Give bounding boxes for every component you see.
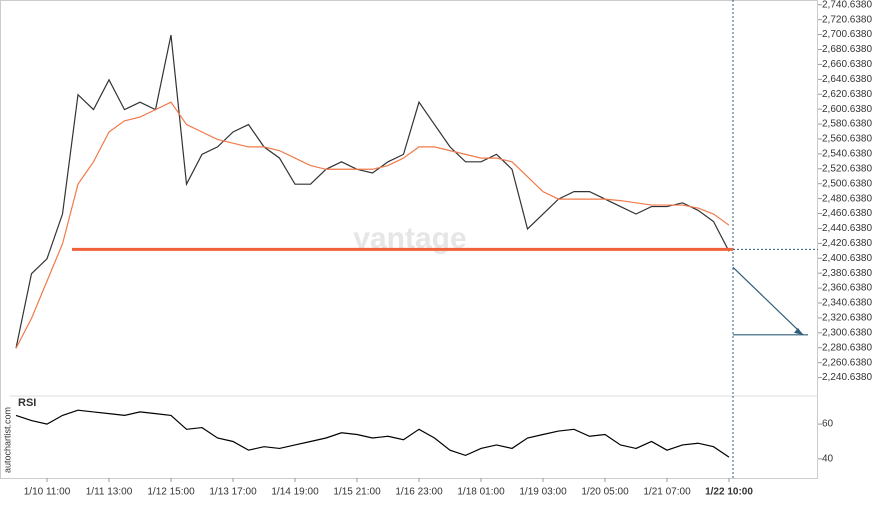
x-tick-label: 1/13 17:00	[209, 487, 257, 498]
y-tick-label: 40	[822, 454, 834, 465]
y-tick-label: 2,680.6380	[822, 44, 872, 55]
x-tick-label: 1/18 01:00	[457, 487, 505, 498]
series-line	[15, 34, 730, 349]
y-tick-label: 2,360.6380	[822, 283, 872, 294]
series-line	[15, 101, 730, 349]
y-tick-label: 2,320.6380	[822, 313, 872, 324]
x-tick-label: 1/20 05:00	[581, 487, 629, 498]
y-tick-label: 2,400.6380	[822, 253, 872, 264]
y-tick-label: 2,280.6380	[822, 342, 872, 353]
y-tick-label: 2,740.6380	[822, 0, 872, 10]
y-tick-label: 2,560.6380	[822, 134, 872, 145]
y-tick-label: 2,480.6380	[822, 193, 872, 204]
y-tick-label: 2,380.6380	[822, 268, 872, 279]
arrow-head	[794, 327, 803, 335]
y-tick-label: 2,340.6380	[822, 298, 872, 309]
y-tick-label: 2,600.6380	[822, 104, 872, 115]
y-tick-label: 2,700.6380	[822, 29, 872, 40]
x-tick-label: 1/22 10:00	[705, 487, 753, 498]
x-tick-label: 1/19 03:00	[519, 487, 567, 498]
x-tick-label: 1/12 15:00	[147, 487, 195, 498]
series-line	[15, 409, 730, 458]
y-tick-label: 2,420.6380	[822, 238, 872, 249]
x-tick-label: 1/14 19:00	[271, 487, 319, 498]
x-tick-label: 1/15 21:00	[333, 487, 381, 498]
y-tick-label: 2,260.6380	[822, 357, 872, 368]
y-tick-label: 2,240.6380	[822, 372, 872, 383]
x-tick-label: 1/10 11:00	[24, 487, 71, 498]
x-tick-label: 1/21 07:00	[643, 487, 691, 498]
plot-frame	[0, 0, 818, 479]
y-tick-label: 2,620.6380	[822, 89, 872, 100]
y-tick-label: 60	[822, 419, 834, 430]
y-tick-label: 2,500.6380	[822, 178, 872, 189]
x-tick-label: 1/16 23:00	[395, 487, 443, 498]
x-tick-label: 1/11 13:00	[86, 487, 133, 498]
y-tick-label: 2,460.6380	[822, 208, 872, 219]
y-tick-label: 2,440.6380	[822, 223, 872, 234]
y-tick-label: 2,720.6380	[822, 14, 872, 25]
y-tick-label: 2,580.6380	[822, 119, 872, 130]
y-tick-label: 2,520.6380	[822, 163, 872, 174]
forecast-arrow	[732, 266, 804, 336]
rsi-label: RSI	[18, 397, 36, 409]
y-tick-label: 2,640.6380	[822, 74, 872, 85]
y-tick-label: 2,660.6380	[822, 59, 872, 70]
source-label: autochartist.com	[2, 407, 12, 473]
y-tick-label: 2,300.6380	[822, 327, 872, 338]
y-tick-label: 2,540.6380	[822, 149, 872, 160]
